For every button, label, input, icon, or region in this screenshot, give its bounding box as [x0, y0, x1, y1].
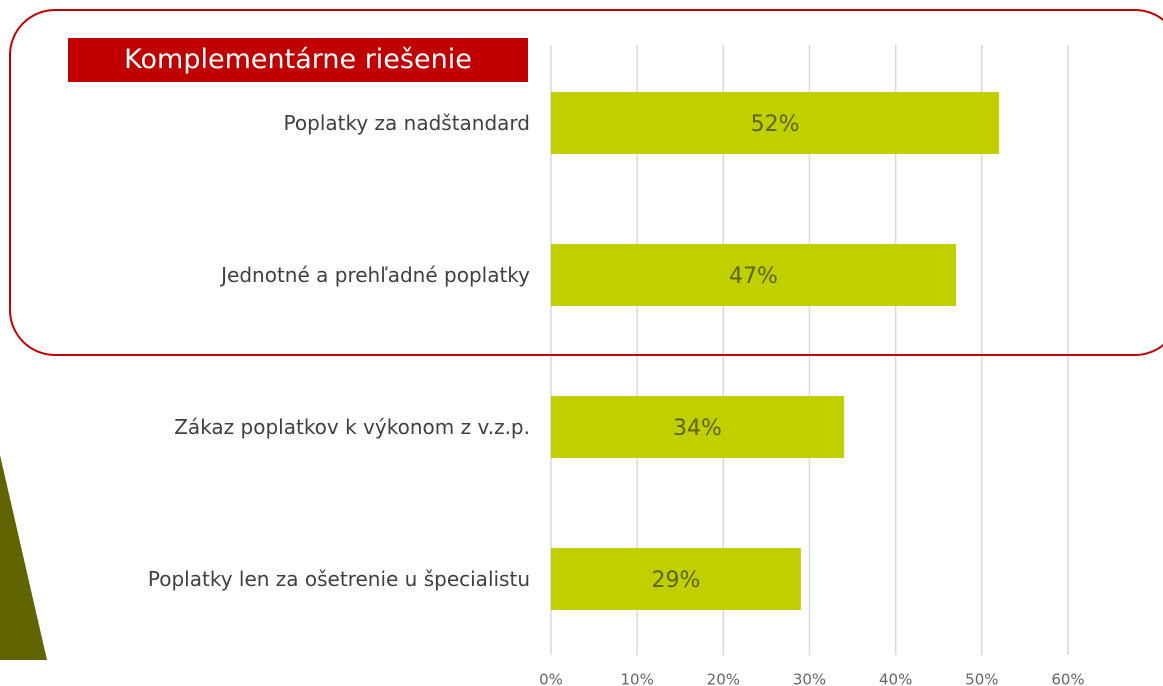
chart-title: Komplementárne riešenie	[68, 38, 528, 82]
x-tick-label: 0%	[539, 671, 563, 686]
category-label-wrap: Poplatky len za ošetrenie u špecialistu	[130, 566, 530, 592]
value-label: 47%	[729, 264, 778, 289]
bar	[551, 548, 801, 610]
y-tick-label: Poplatky za nadštandard	[283, 111, 530, 135]
bar	[551, 244, 956, 306]
x-tick-label: 50%	[965, 671, 998, 686]
x-tick-label: 20%	[707, 671, 740, 686]
y-tick-label: Jednotné a prehľadné poplatky	[221, 263, 530, 287]
y-tick-label: Poplatky len za ošetrenie u špecialistu	[147, 567, 530, 591]
bar	[551, 92, 1000, 154]
x-tick-label: 30%	[793, 671, 826, 686]
value-label: 52%	[751, 112, 800, 137]
x-tick-label: 40%	[879, 671, 912, 686]
category-label-wrap: Jednotné a prehľadné poplatky	[130, 262, 530, 288]
value-label: 29%	[651, 568, 700, 593]
decor-triangle	[0, 455, 47, 660]
highlight-box	[9, 9, 1163, 356]
y-tick-label: Zákaz poplatkov k výkonom z v.z.p.	[174, 415, 530, 439]
x-tick-label: 60%	[1051, 671, 1084, 686]
x-tick-label: 10%	[620, 671, 653, 686]
value-label: 34%	[673, 416, 722, 441]
bar	[551, 396, 844, 458]
category-label-wrap: Zákaz poplatkov k výkonom z v.z.p.	[130, 414, 530, 440]
category-label-wrap: Poplatky za nadštandard	[130, 110, 530, 136]
